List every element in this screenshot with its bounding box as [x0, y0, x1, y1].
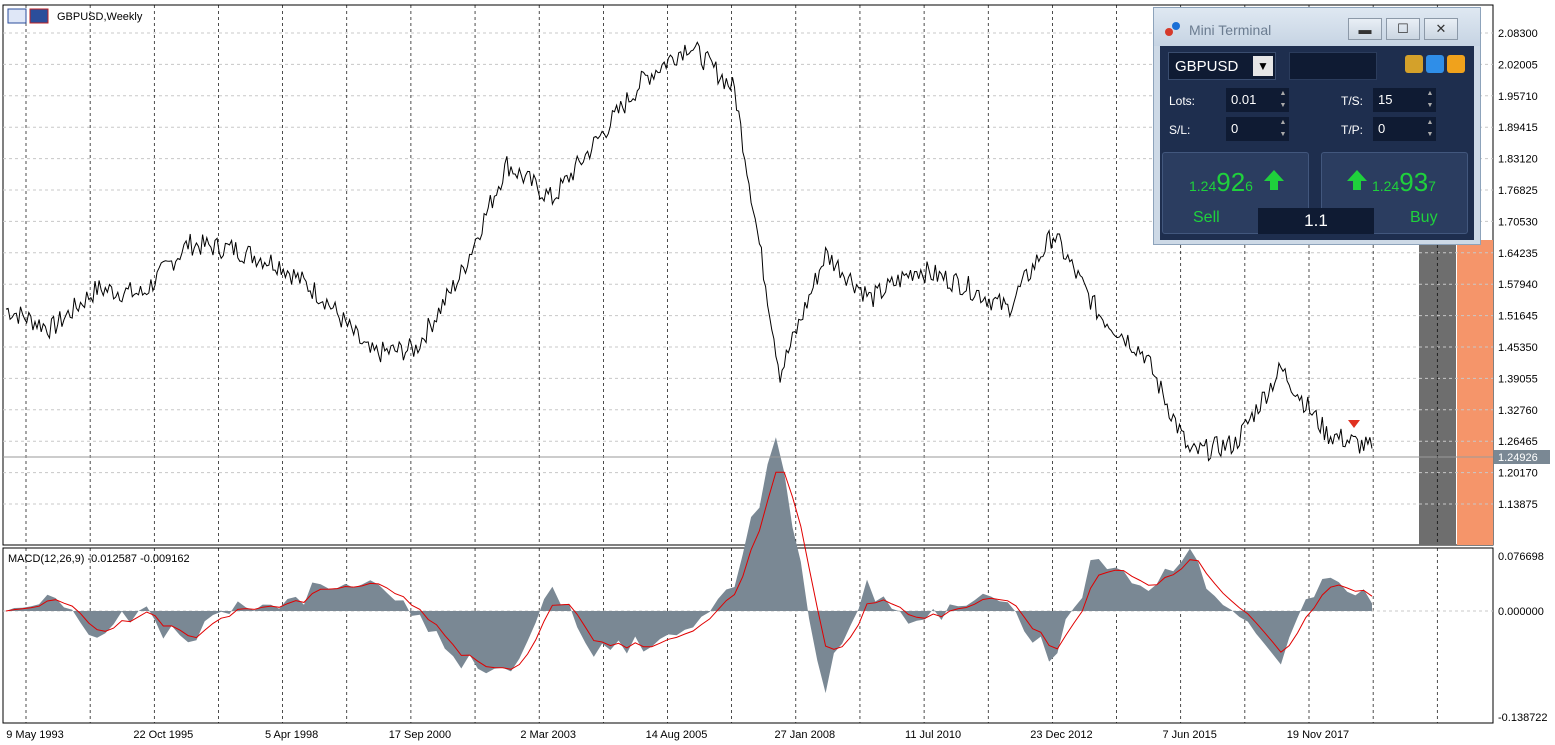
tp-label: T/P:	[1341, 123, 1364, 137]
chart-symbol-icon	[29, 8, 49, 24]
current-price-tag	[1494, 450, 1550, 464]
shade-gray-zone	[1419, 240, 1456, 545]
buy-price: 1.24937	[1372, 167, 1436, 197]
chart-title: GBPUSD,Weekly	[57, 11, 143, 23]
copy-icon[interactable]	[1405, 55, 1423, 73]
price-tick-label: 1.45350	[1498, 342, 1538, 354]
arrow-up-icon	[1264, 170, 1284, 190]
spread-display: 1.1	[1258, 208, 1374, 234]
sl-stepper[interactable]: ▲ ▼	[1277, 117, 1289, 141]
arrow-up-icon	[1347, 170, 1367, 190]
symbol-info-field	[1289, 52, 1377, 80]
buy-label: Buy	[1410, 209, 1438, 226]
sell-price: 1.24926	[1189, 167, 1253, 197]
current-price-label: 1.24926	[1498, 452, 1538, 464]
macd-signal-line	[5, 471, 1373, 670]
macd-label: MACD(12,26,9) -0.012587 -0.009162	[8, 553, 190, 565]
symbol-select[interactable]: GBPUSD ▼	[1168, 52, 1276, 80]
mini-terminal-body: GBPUSD ▼ Lots: 0.01 ▲ ▼ T/S: 15 ▲ ▼ S/L: 0…	[1160, 46, 1474, 240]
macd-tick-label: -0.138722	[1498, 712, 1548, 724]
time-tick-label: 11 Jul 2010	[905, 729, 961, 741]
ts-input[interactable]: 15	[1373, 88, 1425, 112]
price-tick-label: 1.20170	[1498, 468, 1538, 480]
mini-terminal-logo-icon	[1165, 22, 1180, 36]
price-tick-label: 1.26465	[1498, 436, 1538, 448]
shade-orange-zone	[1457, 240, 1493, 545]
gear-icon[interactable]	[1426, 55, 1444, 73]
buy-button[interactable]: 1.24937 Buy	[1321, 152, 1468, 234]
price-tick-label: 1.13875	[1498, 499, 1538, 511]
price-tick-label: 1.39055	[1498, 373, 1538, 385]
time-tick-label: 17 Sep 2000	[389, 729, 451, 741]
lots-stepper[interactable]: ▲ ▼	[1277, 88, 1289, 112]
price-tick-label: 1.64235	[1498, 248, 1538, 260]
gbpusd-price-line	[5, 41, 1373, 462]
price-tick-label: 1.76825	[1498, 185, 1538, 197]
time-tick-label: 2 Mar 2003	[520, 729, 576, 741]
price-tick-label: 1.89415	[1498, 122, 1538, 134]
price-tick-label: 1.32760	[1498, 405, 1538, 417]
sell-arrow-marker	[1348, 420, 1360, 428]
macd-tick-label: 0.000000	[1498, 606, 1544, 618]
mini-terminal-title: Mini Terminal	[1189, 22, 1272, 38]
close-icon: ✕	[1435, 21, 1447, 36]
close-button[interactable]: ✕	[1424, 18, 1458, 40]
chart-title-icon	[7, 8, 27, 24]
price-tick-label: 1.51645	[1498, 311, 1538, 323]
maximize-button[interactable]: ☐	[1386, 18, 1420, 40]
ts-label: T/S:	[1341, 94, 1364, 108]
mini-terminal-window[interactable]: Mini Terminal ▬ ☐ ✕ GBPUSD ▼ Lots: 0.01 …	[1153, 7, 1481, 245]
chevron-down-icon[interactable]: ▼	[1253, 56, 1273, 76]
macd-histogram	[6, 437, 1372, 694]
time-tick-label: 9 May 1993	[6, 729, 63, 741]
price-tick-label: 2.08300	[1498, 28, 1538, 40]
sl-label: S/L:	[1169, 123, 1191, 137]
grid-icon[interactable]	[1447, 55, 1465, 73]
time-tick-label: 22 Oct 1995	[133, 729, 193, 741]
minimize-button[interactable]: ▬	[1348, 18, 1382, 40]
tp-input[interactable]: 0	[1373, 117, 1425, 141]
time-tick-label: 27 Jan 2008	[775, 729, 836, 741]
time-tick-label: 14 Aug 2005	[646, 729, 708, 741]
tp-stepper[interactable]: ▲ ▼	[1424, 117, 1436, 141]
time-tick-label: 23 Dec 2012	[1030, 729, 1092, 741]
symbol-select-value: GBPUSD	[1175, 58, 1239, 75]
price-tick-label: 1.57940	[1498, 279, 1538, 291]
lots-input[interactable]: 0.01	[1226, 88, 1278, 112]
mini-terminal-titlebar[interactable]: Mini Terminal ▬ ☐ ✕	[1154, 8, 1480, 46]
lots-label: Lots:	[1169, 94, 1196, 108]
maximize-icon: ☐	[1397, 21, 1409, 36]
macd-tick-label: 0.076698	[1498, 551, 1544, 563]
ts-stepper[interactable]: ▲ ▼	[1424, 88, 1436, 112]
time-tick-label: 5 Apr 1998	[265, 729, 318, 741]
minimize-icon: ▬	[1358, 21, 1372, 37]
time-tick-label: 7 Jun 2015	[1162, 729, 1216, 741]
price-tick-label: 2.02005	[1498, 59, 1538, 71]
sell-label: Sell	[1193, 209, 1220, 226]
sl-input[interactable]: 0	[1226, 117, 1278, 141]
price-tick-label: 1.95710	[1498, 91, 1538, 103]
price-tick-label: 1.83120	[1498, 154, 1538, 166]
price-tick-label: 1.70530	[1498, 216, 1538, 228]
time-tick-label: 19 Nov 2017	[1287, 729, 1349, 741]
